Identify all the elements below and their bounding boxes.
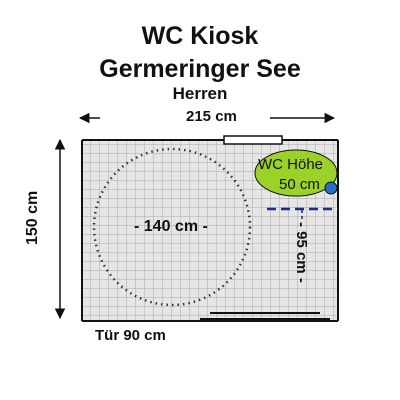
toilet-marker (324, 181, 338, 195)
title-line-3: Herren (172, 84, 228, 103)
turning-circle-label: - 140 cm - (134, 218, 208, 235)
turning-circle (92, 147, 252, 307)
width-label: 215 cm (186, 108, 237, 125)
title-line-2: Germeringer See (99, 55, 301, 83)
door-label: Tür 90 cm (95, 327, 166, 344)
top-wall-fixture (223, 135, 283, 145)
door-marker (200, 312, 330, 320)
walls (81, 139, 339, 322)
toilet-bowl (254, 149, 338, 197)
clearance-label: - 95 cm - (293, 222, 310, 283)
height-label: 150 cm (24, 190, 41, 245)
toilet-label-line-1: WC Höhe (258, 156, 324, 173)
toilet-label-line-2: 50 cm (279, 176, 320, 193)
title-line-1: WC Kiosk (141, 22, 259, 50)
